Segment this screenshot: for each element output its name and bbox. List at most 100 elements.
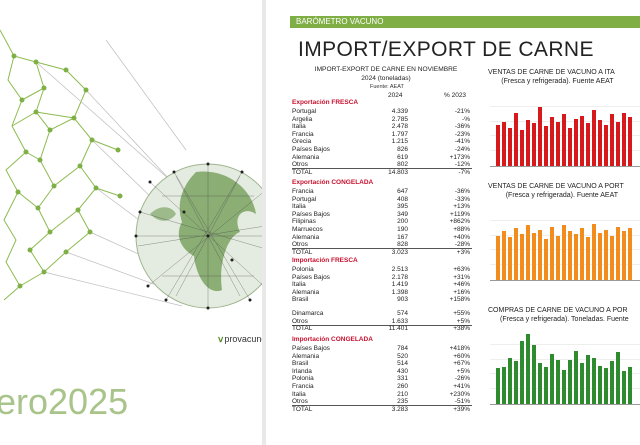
chart-bar [568,359,572,404]
total-divider [292,168,472,170]
bar-chart [490,330,640,405]
row-country: Otros [292,317,308,325]
chart-bar [622,112,626,166]
row-country: Marruecos [292,226,323,233]
row-country: Irlanda [292,367,312,375]
chart-bar [574,118,578,166]
row-country: Países Bajos [292,146,330,153]
row-country: Países Bajos [292,345,330,352]
chart-bar [592,223,596,280]
chart-gridline [490,358,640,360]
row-change: +88% [453,226,470,233]
cover-date-text: ero2025 [0,381,129,422]
chart-bar [586,355,590,404]
table-row: Alemania 520 +60% [292,353,472,361]
row-value: 2.178 [391,273,408,281]
chart-bar [622,231,626,280]
row-value: 2.513 [391,266,408,273]
chart-bar [514,361,518,404]
row-country: Otros [292,241,308,249]
row-change: +158% [449,296,470,304]
chart-bar [526,120,530,166]
chart-bar [556,235,560,280]
row-change: +39% [453,405,470,413]
chart-bar [628,367,632,404]
row-country: TOTAL [292,405,313,413]
row-value: 200 [397,218,408,226]
chart-bar [610,114,614,166]
row-change: +55% [453,310,470,317]
chart-bar [538,106,542,166]
row-change: +418% [449,345,470,352]
chart-bar [508,358,512,404]
chart-bar [598,120,602,166]
row-value: 3.023 [391,248,408,256]
table-row: Polonia 2.513 +63% [292,266,472,274]
row-country: Italia [292,281,306,289]
table-row: Otros 235 -51% [292,398,472,406]
row-value: 574 [397,310,408,317]
row-country: Alemania [292,288,320,296]
chart-bar [562,369,566,404]
row-change: +862% [449,218,470,226]
chart-title-line: COMPRAS DE CARNE DE VACUNO A POR [488,307,628,314]
chart-bar [586,237,590,280]
chart-bar [580,115,584,166]
table-section-title: Exportación CONGELADA [292,179,374,186]
chart-bar [556,121,560,166]
chart-bar [520,234,524,280]
chart-bar [514,112,518,166]
table-row: Brasil 903 +158% [292,296,472,304]
chart-bar [544,367,548,404]
page-title: IMPORT/EXPORT DE CARNE [298,38,594,61]
row-change: -36% [454,188,470,195]
chart-bar [604,124,608,166]
chart-bar [550,353,554,404]
table-row: Otros 828 -28% [292,241,472,249]
chart-bar [544,238,548,280]
chart-bar [496,235,500,280]
row-value: 14.803 [388,168,408,176]
chart-bar [616,121,620,166]
row-change: -21% [454,108,470,115]
chart-bar [610,361,614,404]
table-row: Brasil 514 +67% [292,360,472,368]
chart-bar [598,232,602,280]
chart-gridline [490,105,640,107]
row-country: Alemania [292,352,320,360]
row-value: 514 [397,360,408,368]
table-row: Irlanda 430 +5% [292,368,472,376]
total-divider [292,405,472,407]
chart-bar [562,225,566,280]
table-source: Fuente: AEAT [370,84,404,90]
row-value: 2.478 [391,123,408,131]
row-change: -23% [454,130,470,138]
chart-title: VENTAS DE CARNE DE VACUNO A ITA (Fresca y… [488,68,615,86]
row-change: -41% [454,138,470,146]
row-country: TOTAL [292,168,313,176]
chart-title-line: VENTAS DE CARNE DE VACUNO A ITA [488,69,615,76]
table-row: Portugal 4.339 -21% [292,108,472,116]
chart-bar [502,367,506,404]
chart-bar [508,127,512,166]
bar-chart [490,206,640,281]
table-row: Francia 647 -36% [292,188,472,196]
row-value: 395 [397,203,408,211]
chart-bar [538,362,542,404]
row-value: 210 [397,390,408,398]
row-change: -33% [454,195,470,203]
row-change: -7% [458,168,470,176]
table-row: Países Bajos 349 +119% [292,211,472,219]
total-divider [292,248,472,250]
row-value: 4.339 [391,108,408,115]
table-row: Argelia 2.785 -% [292,116,472,124]
chart-bar [610,235,614,280]
article-page: BARÓMETRO VACUNO IMPORT/EXPORT DE CARNE … [266,0,640,445]
row-country: TOTAL [292,325,313,333]
table-row: Francia 260 +41% [292,383,472,391]
table-row: TOTAL 14.803 -7% [292,169,472,177]
chart-bar [508,237,512,280]
table-row: Alemania 619 +173% [292,154,472,162]
table-row: Dinamarca 574 +55% [292,310,472,318]
table-row: Francia 1.797 -23% [292,131,472,139]
